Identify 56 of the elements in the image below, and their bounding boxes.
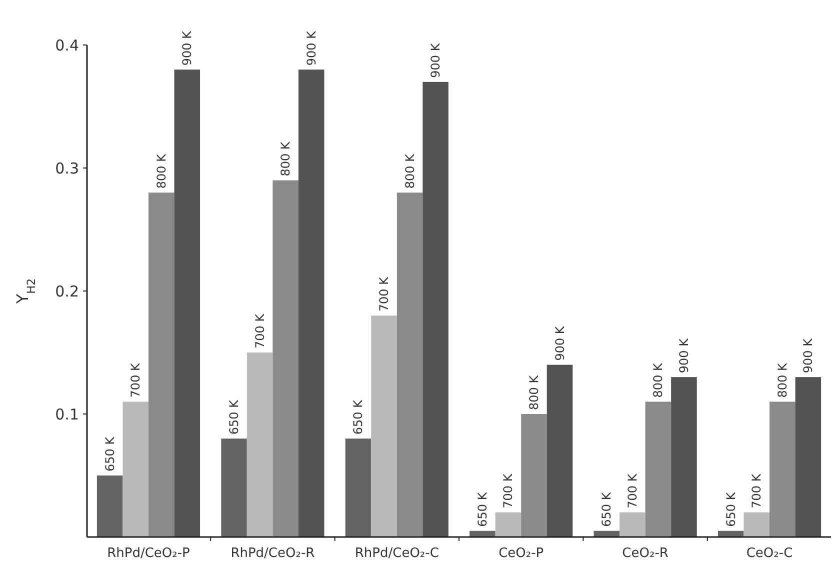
text: 650 K bbox=[475, 492, 490, 527]
text: 700 K bbox=[377, 277, 392, 312]
text: 700 K bbox=[625, 474, 640, 508]
bar bbox=[470, 530, 496, 537]
text: 650 K bbox=[600, 492, 614, 527]
text: 900 K bbox=[676, 338, 691, 374]
bar bbox=[671, 377, 697, 537]
bar bbox=[221, 438, 247, 537]
text: 900 K bbox=[304, 31, 318, 66]
text: 650 K bbox=[351, 400, 366, 435]
x-tick-label: RhPd/CeO₂-C bbox=[354, 546, 439, 561]
bar bbox=[422, 82, 448, 537]
text: 700 K bbox=[128, 362, 143, 398]
bar bbox=[272, 180, 298, 537]
y-tick-label: 0.1 bbox=[55, 405, 79, 424]
text: 700 K bbox=[501, 474, 516, 508]
x-tick-label: RhPd/CeO₂-R bbox=[230, 546, 315, 561]
bar bbox=[298, 70, 324, 537]
text: 800 K bbox=[154, 152, 168, 189]
bar bbox=[246, 352, 273, 537]
y-tick-label: 0.3 bbox=[55, 159, 79, 178]
bar bbox=[345, 438, 372, 537]
bar bbox=[620, 512, 646, 537]
text: 650 K bbox=[227, 400, 242, 435]
bar bbox=[148, 192, 174, 537]
x-tick-label: CeO₂-R bbox=[622, 546, 668, 561]
text: 900 K bbox=[801, 338, 816, 374]
bar bbox=[744, 512, 770, 537]
bar bbox=[371, 316, 397, 537]
bar bbox=[795, 377, 822, 537]
bar bbox=[770, 402, 796, 537]
bar bbox=[645, 402, 672, 537]
y-tick-label: 0.4 bbox=[55, 36, 79, 54]
text: 800 K bbox=[651, 363, 666, 398]
text: 650 K bbox=[102, 436, 117, 472]
text: 650 K bbox=[724, 492, 738, 527]
text: 900 K bbox=[428, 43, 443, 78]
text: 700 K bbox=[750, 474, 764, 508]
bar bbox=[96, 476, 123, 537]
bar bbox=[495, 512, 522, 537]
text: 800 K bbox=[278, 142, 293, 176]
text: 900 K bbox=[552, 326, 567, 361]
x-tick-label: CeO₂-P bbox=[498, 546, 544, 561]
bar bbox=[546, 364, 573, 537]
text: 800 K bbox=[526, 375, 541, 410]
bar bbox=[521, 414, 547, 537]
text: 900 K bbox=[180, 30, 194, 66]
x-tick-label: RhPd/CeO₂-P bbox=[107, 546, 190, 561]
text: 800 K bbox=[775, 363, 790, 398]
y-tick-label: 0.2 bbox=[55, 282, 79, 300]
bar bbox=[122, 402, 148, 537]
text: 800 K bbox=[402, 154, 417, 189]
bar bbox=[396, 192, 423, 537]
text: 700 K bbox=[252, 314, 267, 348]
bar bbox=[174, 70, 200, 537]
x-tick-label: CeO₂-C bbox=[746, 546, 793, 561]
